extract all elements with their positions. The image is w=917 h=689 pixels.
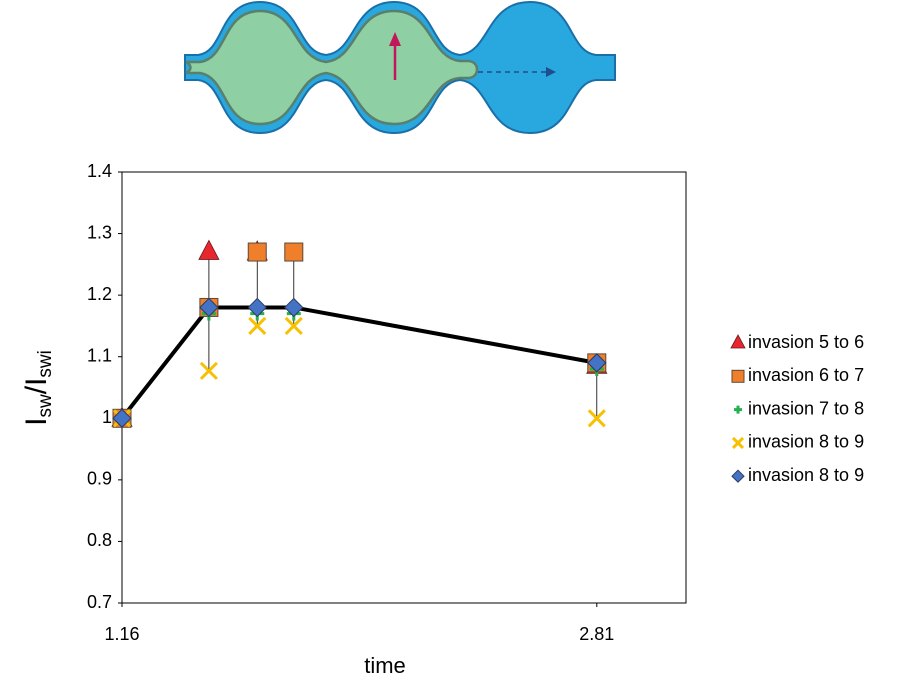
y-tick-label: 1.1 xyxy=(87,345,112,365)
marker-diamond xyxy=(112,408,132,428)
marker-x xyxy=(284,316,303,335)
series-line xyxy=(120,305,598,420)
y-label-sub: sw xyxy=(35,394,56,418)
marker-square xyxy=(284,242,304,262)
y-tick-label: 1 xyxy=(102,407,112,427)
y-tick-label: 0.7 xyxy=(87,592,112,612)
marker-diamond xyxy=(731,469,745,483)
marker-square xyxy=(247,242,267,262)
x-tick-label: 2.81 xyxy=(579,624,614,644)
y-label-sep: / xyxy=(20,385,53,394)
y-label-main: I xyxy=(20,418,53,426)
channel-diagram xyxy=(184,0,616,135)
marker-x xyxy=(248,316,267,335)
y-tick-label: 0.8 xyxy=(87,530,112,550)
y-tick-label: 1.2 xyxy=(87,284,112,304)
invading-fluid xyxy=(185,9,479,126)
y-label-ref-sub: swi xyxy=(35,350,56,377)
marker-plus xyxy=(734,405,742,414)
marker-square xyxy=(731,369,745,383)
y-tick-label: 0.9 xyxy=(87,469,112,489)
marker-diamond xyxy=(199,297,219,318)
legend-label: invasion 8 to 9 xyxy=(748,465,864,485)
marker-triangle xyxy=(730,334,746,349)
marker-triangle xyxy=(198,239,220,260)
y-tick-label: 1.3 xyxy=(87,222,112,242)
marker-diamond xyxy=(284,297,304,318)
marker-x xyxy=(587,409,606,428)
growth-arrow-head xyxy=(389,32,401,46)
x-axis-label: time xyxy=(364,653,406,678)
x-tick-label: 1.16 xyxy=(104,624,139,644)
y-axis-label: Isw/Iswi xyxy=(20,350,56,426)
marker-diamond xyxy=(247,297,267,318)
legend-label: invasion 6 to 7 xyxy=(748,365,864,385)
legend-label: invasion 5 to 6 xyxy=(748,332,864,352)
y-tick-label: 1.4 xyxy=(87,161,112,181)
y-label-ref: I xyxy=(20,378,53,386)
legend-label: invasion 7 to 8 xyxy=(748,398,864,418)
plot-area xyxy=(121,171,687,604)
marker-x xyxy=(731,436,745,449)
flow-arrow-head xyxy=(546,67,556,77)
marker-diamond xyxy=(587,353,607,373)
marker-x xyxy=(199,361,218,380)
legend-label: invasion 8 to 9 xyxy=(748,432,864,452)
